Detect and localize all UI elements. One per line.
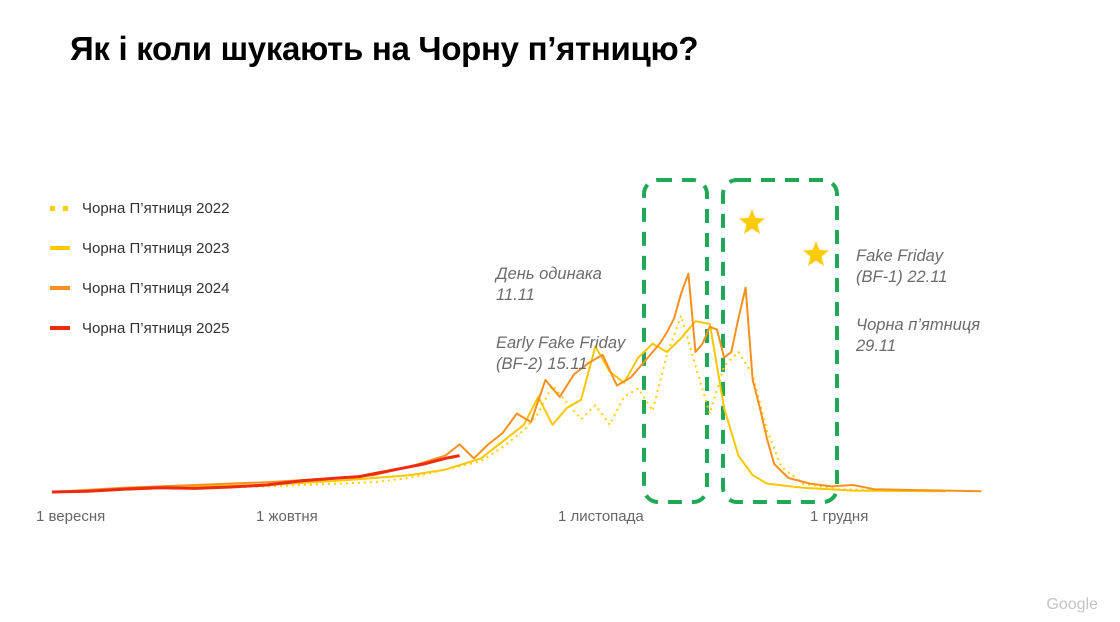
highlight-boxes <box>642 178 839 504</box>
series-line-2023 <box>51 320 946 493</box>
highlight-box-bf-week <box>721 178 839 504</box>
line-swatch-icon <box>50 326 70 330</box>
highlight-box-early <box>642 178 709 504</box>
chart-legend: Чорна П’ятниця 2022 Чорна П’ятниця 2023 … <box>50 198 230 358</box>
annotation-date: 11.11 <box>496 286 535 304</box>
legend-label: Чорна П’ятниця 2025 <box>82 319 230 337</box>
legend-item-2025: Чорна П’ятниця 2025 <box>50 318 230 338</box>
annotation-early-fake-friday: Early Fake Friday (BF-2) 15.11 <box>496 333 625 375</box>
line-swatch-icon <box>50 286 70 290</box>
legend-item-2023: Чорна П’ятниця 2023 <box>50 238 230 258</box>
annotation-text: Fake Friday <box>856 247 944 265</box>
annotation-singles-day: День одинака 11.11 <box>496 264 602 306</box>
annotation-black-friday: Чорна п’ятниця 29.11 <box>856 315 980 357</box>
star-icon <box>739 209 765 234</box>
series-line-2024 <box>51 272 982 493</box>
google-logo: Google <box>1046 596 1098 613</box>
stars <box>739 209 829 266</box>
annotation-date: (BF-1) 22.11 <box>856 268 948 286</box>
legend-item-2024: Чорна П’ятниця 2024 <box>50 278 230 298</box>
line-swatch-icon <box>50 246 70 250</box>
page-title: Як і коли шукають на Чорну п’ятницю? <box>70 30 699 67</box>
series-layer <box>51 272 982 494</box>
annotation-date: (BF-2) 15.11 <box>496 355 588 373</box>
star-icon <box>803 241 829 266</box>
series-line-2025 <box>51 454 460 494</box>
x-tick-label: 1 жовтня <box>256 508 318 525</box>
series-line-2022 <box>51 314 911 493</box>
x-tick-label: 1 листопада <box>558 508 644 525</box>
x-tick-label: 1 грудня <box>810 508 869 525</box>
dotted-line-swatch-icon <box>50 206 70 211</box>
x-tick-label: 1 вересня <box>36 508 106 525</box>
annotation-text: Чорна п’ятниця <box>856 316 981 334</box>
annotation-date: 29.11 <box>856 337 897 355</box>
legend-label: Чорна П’ятниця 2023 <box>82 239 230 257</box>
annotation-fake-friday: Fake Friday (BF-1) 22.11 <box>856 246 947 288</box>
annotation-text: День одинака <box>496 265 602 283</box>
legend-label: Чорна П’ятниця 2022 <box>82 199 230 217</box>
legend-item-2022: Чорна П’ятниця 2022 <box>50 198 230 218</box>
annotation-text: Early Fake Friday <box>496 334 626 352</box>
legend-label: Чорна П’ятниця 2024 <box>82 279 230 297</box>
